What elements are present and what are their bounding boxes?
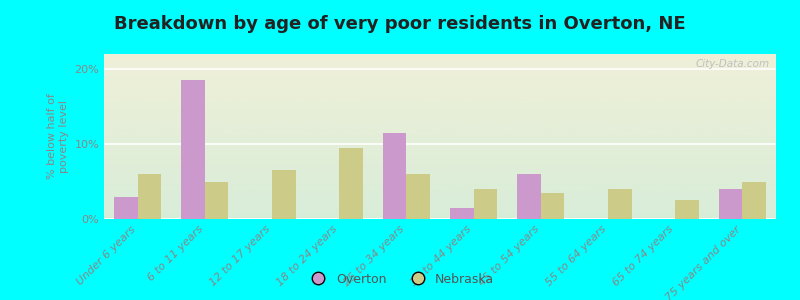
Bar	[339, 148, 362, 219]
Bar	[406, 174, 430, 219]
Bar	[719, 189, 742, 219]
Bar	[272, 170, 295, 219]
Y-axis label: % below half of
poverty level: % below half of poverty level	[47, 94, 69, 179]
Bar	[541, 193, 564, 219]
Bar	[383, 133, 406, 219]
Text: Breakdown by age of very poor residents in Overton, NE: Breakdown by age of very poor residents …	[114, 15, 686, 33]
Bar	[450, 208, 474, 219]
Bar	[182, 80, 205, 219]
Bar	[518, 174, 541, 219]
Bar	[742, 182, 766, 219]
Bar	[608, 189, 631, 219]
Text: City-Data.com: City-Data.com	[695, 59, 770, 69]
Bar	[675, 200, 698, 219]
Bar	[205, 182, 228, 219]
Legend: Overton, Nebraska: Overton, Nebraska	[301, 268, 499, 291]
Bar	[138, 174, 161, 219]
Bar	[114, 196, 138, 219]
Bar	[474, 189, 497, 219]
